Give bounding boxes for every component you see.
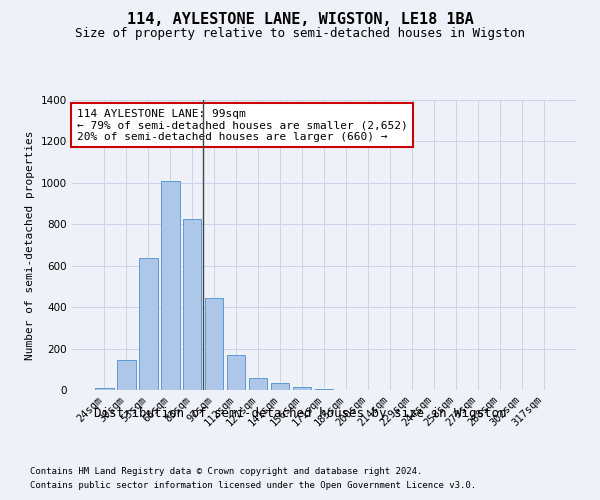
Text: Contains HM Land Registry data © Crown copyright and database right 2024.: Contains HM Land Registry data © Crown c… — [30, 468, 422, 476]
Bar — [139, 258, 158, 390]
Bar — [249, 378, 268, 390]
Bar — [271, 384, 289, 390]
Text: Contains public sector information licensed under the Open Government Licence v3: Contains public sector information licen… — [30, 481, 476, 490]
Y-axis label: Number of semi-detached properties: Number of semi-detached properties — [25, 130, 35, 360]
Text: Size of property relative to semi-detached houses in Wigston: Size of property relative to semi-detach… — [75, 28, 525, 40]
Bar — [117, 360, 136, 390]
Text: 114 AYLESTONE LANE: 99sqm
← 79% of semi-detached houses are smaller (2,652)
20% : 114 AYLESTONE LANE: 99sqm ← 79% of semi-… — [77, 108, 408, 142]
Bar — [293, 387, 311, 390]
Bar — [95, 388, 113, 390]
Bar — [161, 181, 179, 390]
Bar — [314, 389, 334, 390]
Bar — [227, 355, 245, 390]
Bar — [205, 298, 223, 390]
Bar — [183, 219, 202, 390]
Text: 114, AYLESTONE LANE, WIGSTON, LE18 1BA: 114, AYLESTONE LANE, WIGSTON, LE18 1BA — [127, 12, 473, 28]
Text: Distribution of semi-detached houses by size in Wigston: Distribution of semi-detached houses by … — [94, 408, 506, 420]
